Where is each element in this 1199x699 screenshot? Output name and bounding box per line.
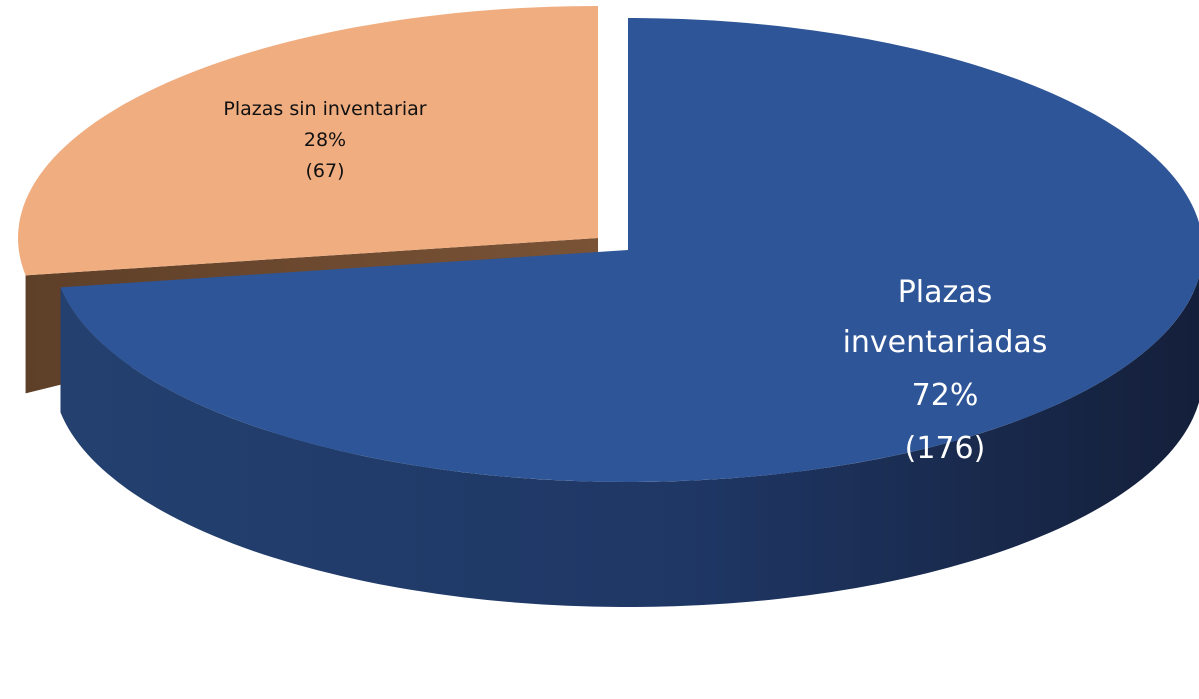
slice-label-inventariadas-name-line2: inventariadas	[843, 325, 1048, 360]
slice-label-inventariadas-count: (176)	[905, 431, 986, 466]
slice-sin-inventariar	[17, 6, 598, 276]
slices-layer	[17, 6, 1199, 607]
slice-label-sin-inventariar-percent: 28%	[304, 129, 346, 151]
slice-label-sin-inventariar: Plazas sin inventariar 28% (67)	[223, 98, 426, 182]
slice-inventariadas	[60, 18, 1199, 482]
slice-label-sin-inventariar-count: (67)	[305, 160, 344, 182]
slice-label-sin-inventariar-name: Plazas sin inventariar	[223, 98, 426, 120]
slice-label-inventariadas-percent: 72%	[912, 378, 979, 413]
slice-inventariadas-side	[60, 277, 1199, 607]
slice-label-inventariadas-name-line1: Plazas	[898, 275, 993, 310]
slice-label-inventariadas: Plazas inventariadas 72% (176)	[843, 275, 1048, 466]
